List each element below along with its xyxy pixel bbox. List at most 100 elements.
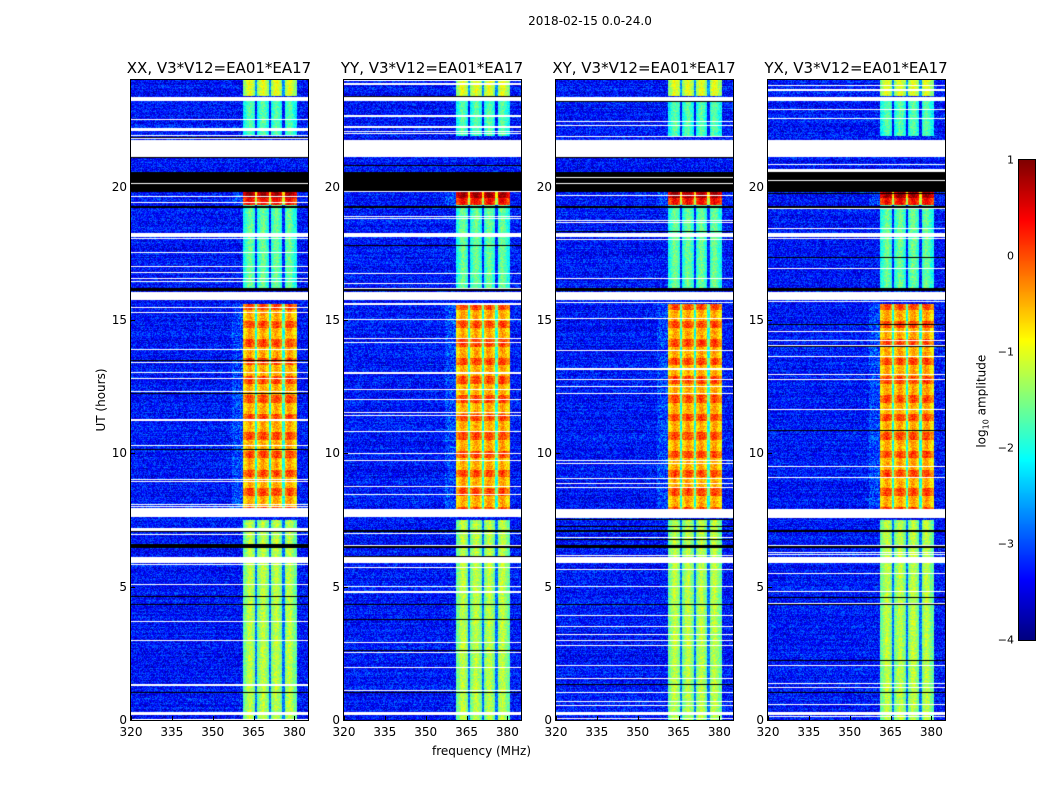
y-tick-label: 20	[324, 179, 340, 194]
x-tick-mark	[890, 716, 892, 720]
y-tick-label: 5	[119, 579, 127, 594]
y-tick-label: 20	[111, 179, 127, 194]
y-tick-mark	[556, 720, 560, 721]
x-tick-label: 380	[919, 725, 943, 739]
x-tick-mark	[931, 716, 933, 720]
panel-title: XY, V3*V12=EA01*EA17	[552, 59, 736, 77]
y-tick-mark	[344, 720, 348, 721]
colorbar-tick-label: 0	[1007, 249, 1014, 263]
y-tick-label: 5	[756, 579, 764, 594]
y-tick-label: 15	[748, 313, 764, 327]
y-tick-mark	[556, 320, 560, 321]
x-tick-label: 365	[242, 725, 265, 739]
y-tick-label: 0	[119, 713, 127, 727]
x-tick-mark	[384, 716, 386, 720]
x-tick-mark	[719, 716, 721, 720]
x-tick-label: 350	[414, 725, 438, 739]
y-tick-label: 5	[332, 579, 340, 594]
y-tick-mark	[344, 453, 348, 455]
y-tick-label: 0	[756, 713, 764, 727]
y-tick-mark	[344, 586, 348, 588]
x-tick-mark	[678, 716, 680, 720]
colorbar-label: log10 amplitude	[974, 354, 991, 448]
x-tick-mark	[171, 716, 173, 720]
colorbar-tick-label: −4	[997, 633, 1014, 647]
y-tick-mark	[131, 586, 135, 588]
x-tick-mark	[637, 716, 639, 720]
y-tick-mark	[131, 453, 135, 455]
y-tick-label: 15	[536, 313, 552, 327]
x-tick-label: 365	[455, 725, 478, 739]
panel-title: YY, V3*V12=EA01*EA17	[340, 59, 524, 77]
x-tick-mark	[466, 716, 468, 720]
y-tick-mark	[556, 586, 560, 588]
y-tick-label: 10	[111, 446, 127, 461]
x-tick-mark	[849, 716, 851, 720]
y-tick-mark	[768, 586, 772, 588]
y-tick-label: 0	[544, 713, 552, 727]
waterfall-panel	[767, 79, 946, 721]
figure-title: 2018-02-15 0.0-24.0	[528, 14, 652, 28]
y-tick-label: 15	[111, 313, 127, 327]
x-tick-label: 365	[667, 725, 690, 739]
x-axis-label: frequency (MHz)	[432, 744, 532, 758]
x-tick-label: 320	[756, 725, 780, 739]
x-tick-label: 335	[373, 725, 397, 739]
y-tick-label: 0	[332, 713, 340, 727]
waterfall-image	[131, 80, 308, 720]
y-tick-mark	[556, 186, 560, 188]
x-tick-label: 320	[119, 725, 143, 739]
x-tick-mark	[425, 716, 427, 720]
waterfall-image	[768, 80, 945, 720]
y-tick-label: 20	[536, 179, 552, 194]
y-tick-mark	[131, 186, 135, 188]
x-tick-label: 320	[544, 725, 568, 739]
y-tick-mark	[768, 720, 772, 721]
waterfall-panel	[130, 79, 309, 721]
x-tick-label: 380	[495, 725, 519, 739]
y-tick-mark	[556, 453, 560, 455]
waterfall-panel	[343, 79, 522, 721]
y-tick-label: 15	[324, 313, 340, 327]
panel-title: XX, V3*V12=EA01*EA17	[126, 59, 312, 77]
colorbar	[1018, 159, 1036, 641]
colorbar-tick-label: 1	[1007, 153, 1014, 167]
y-axis-label: UT (hours)	[94, 368, 108, 432]
x-tick-mark	[212, 716, 214, 720]
x-tick-mark	[556, 716, 557, 720]
y-tick-mark	[344, 320, 348, 321]
x-tick-label: 320	[332, 725, 356, 739]
x-tick-label: 335	[160, 725, 184, 739]
x-tick-label: 335	[797, 725, 821, 739]
panel-title: YX, V3*V12=EA01*EA17	[764, 59, 948, 77]
y-tick-mark	[131, 720, 135, 721]
y-tick-label: 10	[748, 446, 764, 461]
y-tick-mark	[768, 453, 772, 455]
x-tick-mark	[344, 716, 345, 720]
x-tick-label: 335	[585, 725, 609, 739]
x-tick-label: 350	[838, 725, 862, 739]
x-tick-mark	[808, 716, 810, 720]
x-tick-label: 350	[626, 725, 650, 739]
colorbar-tick-label: −2	[997, 441, 1014, 455]
y-tick-label: 10	[536, 446, 552, 461]
x-tick-mark	[507, 716, 509, 720]
colorbar-tick-label: −3	[997, 537, 1014, 551]
x-tick-mark	[596, 716, 598, 720]
x-tick-mark	[131, 716, 132, 720]
x-tick-label: 350	[201, 725, 225, 739]
y-tick-mark	[344, 186, 348, 188]
y-tick-mark	[768, 320, 772, 321]
x-tick-label: 365	[879, 725, 902, 739]
y-tick-mark	[768, 186, 772, 188]
y-tick-mark	[131, 320, 135, 321]
y-tick-label: 5	[544, 579, 552, 594]
x-tick-mark	[294, 716, 296, 720]
waterfall-panel	[555, 79, 734, 721]
x-tick-label: 380	[282, 725, 306, 739]
x-tick-mark	[768, 716, 769, 720]
waterfall-image	[344, 80, 521, 720]
y-tick-label: 10	[324, 446, 340, 461]
x-tick-mark	[253, 716, 255, 720]
colorbar-tick-label: −1	[997, 345, 1014, 359]
